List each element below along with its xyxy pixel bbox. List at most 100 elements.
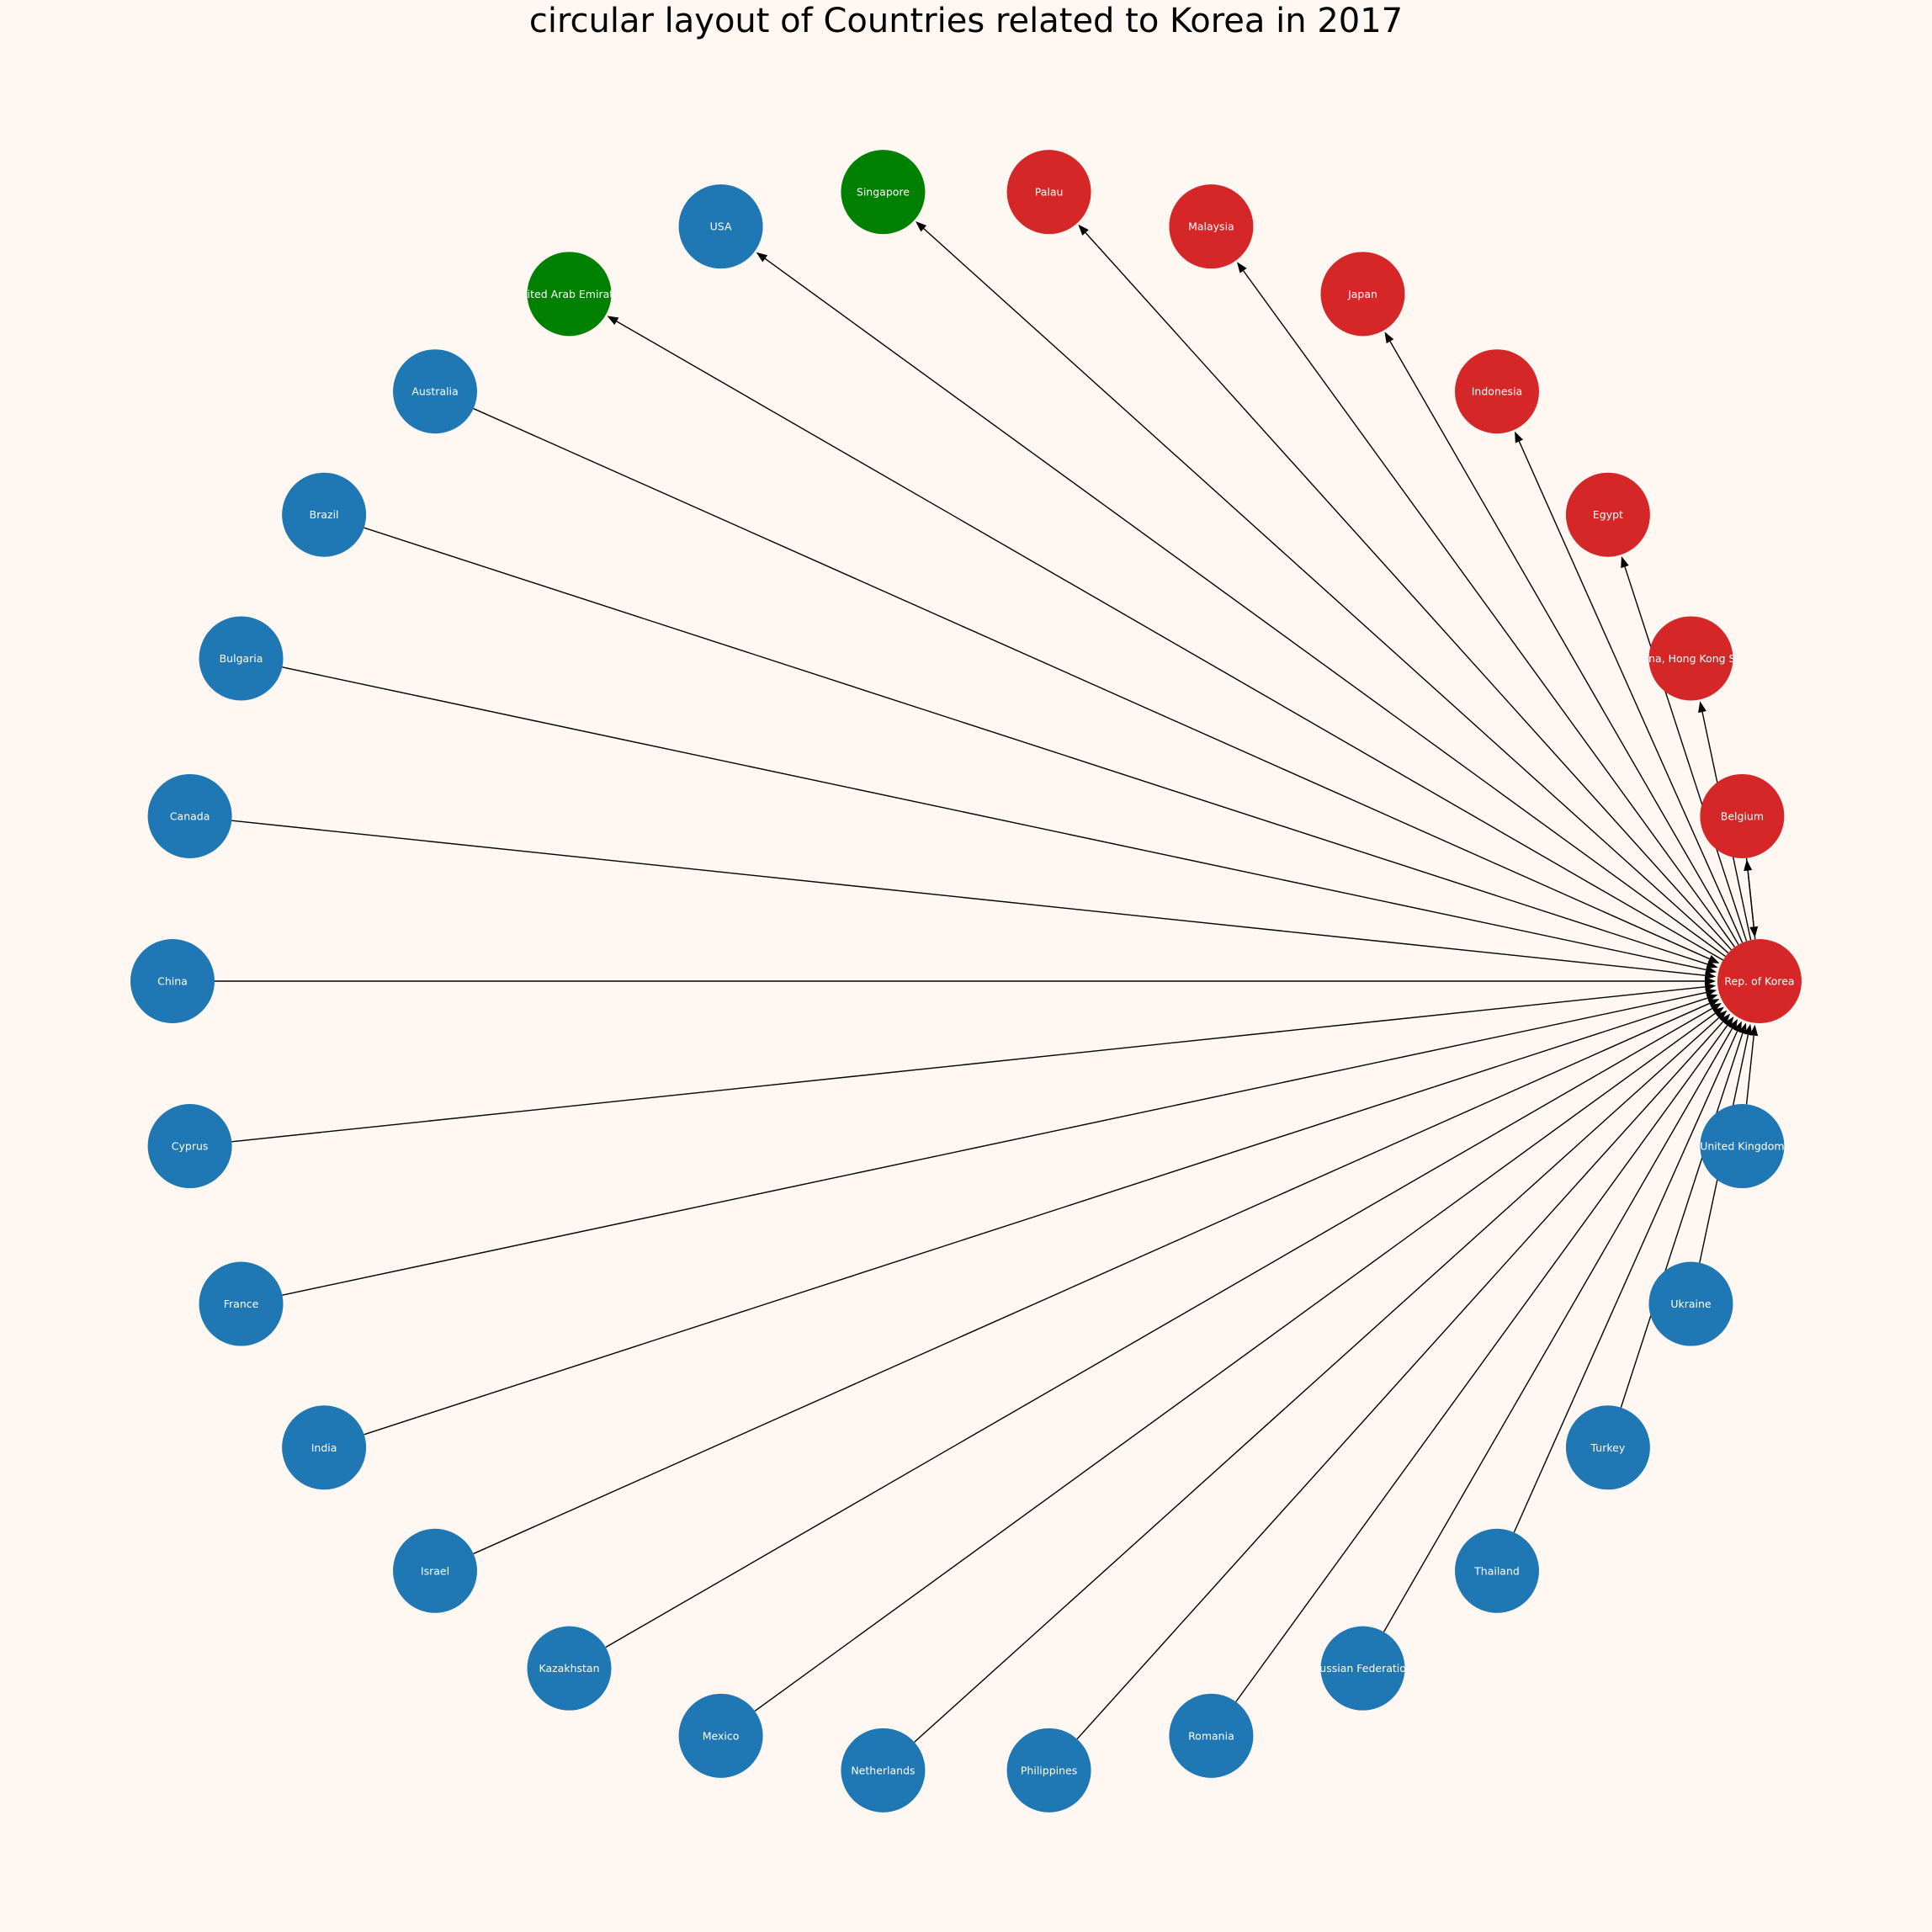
node-circle [1717, 939, 1802, 1023]
edge-line [473, 407, 1710, 960]
edge-line [282, 666, 1706, 971]
edge-line [231, 986, 1706, 1143]
arrowhead-icon [1716, 1010, 1728, 1022]
arrowhead-icon [1621, 556, 1629, 569]
node-philippines: Philippines [1006, 1728, 1091, 1813]
node-label: Malaysia [1188, 220, 1234, 233]
node-united-kingdom: United Kingdom [1700, 1104, 1785, 1189]
node-belgium: Belgium [1700, 773, 1785, 858]
node-label: Japan [1347, 288, 1377, 300]
edge-rep-of-korea-to-united-arab-emirates [607, 316, 1724, 961]
node-circle [1700, 773, 1785, 858]
edge-line [616, 321, 1724, 961]
node-label: Mexico [703, 1729, 740, 1742]
node-label: Bulgaria [220, 652, 263, 665]
edge-bulgaria-to-rep-of-korea [282, 666, 1717, 974]
edge-rep-of-korea-to-indonesia [1515, 431, 1744, 943]
edge-line [1243, 270, 1736, 947]
node-bulgaria: Bulgaria [199, 616, 284, 701]
node-israel: Israel [393, 1528, 478, 1613]
node-label: Brazil [310, 508, 339, 521]
node-label: USA [710, 220, 732, 233]
node-label: Thailand [1473, 1564, 1520, 1577]
edge-line [1085, 232, 1733, 951]
node-circle [1565, 472, 1650, 557]
node-circle [841, 1728, 926, 1813]
node-france: France [199, 1261, 284, 1346]
arrowhead-icon [1236, 262, 1247, 273]
node-circle [282, 1405, 367, 1490]
arrowhead-icon [1705, 977, 1716, 985]
node-label: Australia [411, 385, 458, 398]
node-circle [527, 252, 612, 337]
edge-line [473, 1002, 1710, 1555]
node-circle [1320, 252, 1405, 337]
arrowhead-icon [756, 252, 768, 263]
node-circle [1565, 1405, 1650, 1490]
node-turkey: Turkey [1565, 1405, 1650, 1490]
node-malaysia: Malaysia [1169, 184, 1254, 269]
edge-line [231, 820, 1706, 976]
node-circle [1006, 150, 1091, 235]
edge-brazil-to-rep-of-korea [364, 527, 1718, 969]
arrowhead-icon [607, 316, 619, 326]
edge-belgium-to-rep-of-korea [1745, 857, 1759, 938]
edge-line [364, 527, 1708, 965]
node-label: Indonesia [1472, 385, 1522, 398]
edge-australia-to-rep-of-korea [473, 407, 1720, 963]
node-label: Rep. of Korea [1724, 975, 1794, 988]
edge-line [1389, 341, 1739, 946]
node-label: Ukraine [1670, 1298, 1712, 1310]
arrowhead-icon [1705, 965, 1717, 974]
arrowhead-icon [1738, 1022, 1747, 1035]
node-thailand: Thailand [1454, 1528, 1539, 1613]
node-circle [199, 1261, 284, 1346]
edge-cyprus-to-rep-of-korea [231, 982, 1717, 1143]
node-ukraine: Ukraine [1648, 1261, 1733, 1346]
node-label: Netherlands [851, 1764, 915, 1776]
edge-line [282, 991, 1706, 1296]
node-label: United Kingdom [1700, 1140, 1784, 1153]
edge-rep-of-korea-to-egypt [1621, 556, 1748, 942]
node-label: France [224, 1298, 259, 1310]
edge-line [914, 1016, 1720, 1743]
edge-rep-of-korea-to-palau [1078, 224, 1733, 951]
node-label: Singapore [857, 186, 910, 199]
edge-rep-of-korea-to-malaysia [1236, 262, 1736, 947]
node-circle [147, 1104, 232, 1189]
arrowhead-icon [1706, 960, 1718, 969]
edge-thailand-to-rep-of-korea [1513, 1021, 1742, 1533]
node-usa: USA [678, 184, 763, 269]
node-circle [1648, 1261, 1733, 1346]
edge-rep-of-korea-to-japan [1384, 332, 1739, 946]
node-circle [1454, 1528, 1539, 1613]
node-circle [678, 1693, 763, 1778]
node-romania: Romania [1169, 1693, 1254, 1778]
node-circle [393, 1528, 478, 1613]
node-china-hong-kong-sar: China, Hong Kong SAR [1632, 616, 1750, 701]
node-circle [678, 184, 763, 269]
edge-china-to-rep-of-korea [215, 977, 1716, 985]
edge-line [1076, 1021, 1724, 1740]
edge-turkey-to-rep-of-korea [1620, 1022, 1747, 1408]
edge-line [364, 997, 1708, 1436]
arrowhead-icon [1704, 971, 1717, 980]
edges-layer [215, 220, 1759, 1743]
edge-rep-of-korea-to-usa [756, 252, 1726, 958]
node-label: India [311, 1441, 337, 1454]
arrowhead-icon [1719, 1013, 1731, 1025]
edge-netherlands-to-rep-of-korea [914, 1010, 1728, 1743]
edge-line [1513, 1031, 1738, 1533]
edge-line [1383, 1027, 1733, 1632]
edge-line [764, 257, 1726, 958]
node-circle [147, 773, 232, 858]
node-label: China, Hong Kong SAR [1632, 652, 1750, 665]
edge-line [1624, 566, 1748, 942]
node-palau: Palau [1006, 150, 1091, 235]
node-label: Israel [421, 1564, 449, 1577]
edge-israel-to-rep-of-korea [473, 999, 1720, 1555]
node-label: Romania [1188, 1729, 1234, 1742]
edge-canada-to-rep-of-korea [231, 820, 1717, 980]
node-mexico: Mexico [678, 1693, 763, 1778]
edge-line [1620, 1032, 1744, 1408]
